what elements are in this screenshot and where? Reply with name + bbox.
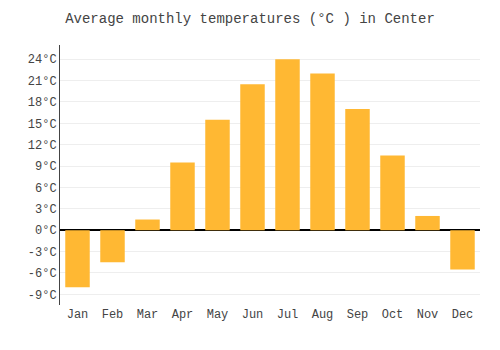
svg-text:15°C: 15°C	[28, 118, 57, 132]
svg-text:Nov: Nov	[417, 308, 439, 322]
svg-text:6°C: 6°C	[35, 182, 57, 196]
svg-text:3°C: 3°C	[35, 203, 57, 217]
svg-text:Oct: Oct	[382, 308, 404, 322]
svg-text:Sep: Sep	[347, 308, 369, 322]
svg-text:Feb: Feb	[102, 308, 124, 322]
svg-text:9°C: 9°C	[35, 160, 57, 174]
svg-text:24°C: 24°C	[28, 53, 57, 67]
svg-text:Jun: Jun	[242, 308, 264, 322]
svg-text:Jul: Jul	[277, 308, 299, 322]
svg-text:-3°C: -3°C	[28, 246, 57, 260]
svg-text:-9°C: -9°C	[28, 289, 57, 303]
svg-text:21°C: 21°C	[28, 75, 57, 89]
svg-text:Mar: Mar	[137, 308, 159, 322]
svg-text:Aug: Aug	[312, 308, 334, 322]
svg-text:12°C: 12°C	[28, 139, 57, 153]
svg-text:Dec: Dec	[452, 308, 474, 322]
svg-text:Jan: Jan	[67, 308, 89, 322]
svg-text:-6°C: -6°C	[28, 267, 57, 281]
svg-text:18°C: 18°C	[28, 96, 57, 110]
svg-text:May: May	[207, 308, 229, 322]
svg-text:Apr: Apr	[172, 308, 194, 322]
svg-text:Average monthly temperatures (: Average monthly temperatures (°C ) in Ce…	[65, 11, 435, 27]
svg-text:0°C: 0°C	[35, 224, 57, 238]
